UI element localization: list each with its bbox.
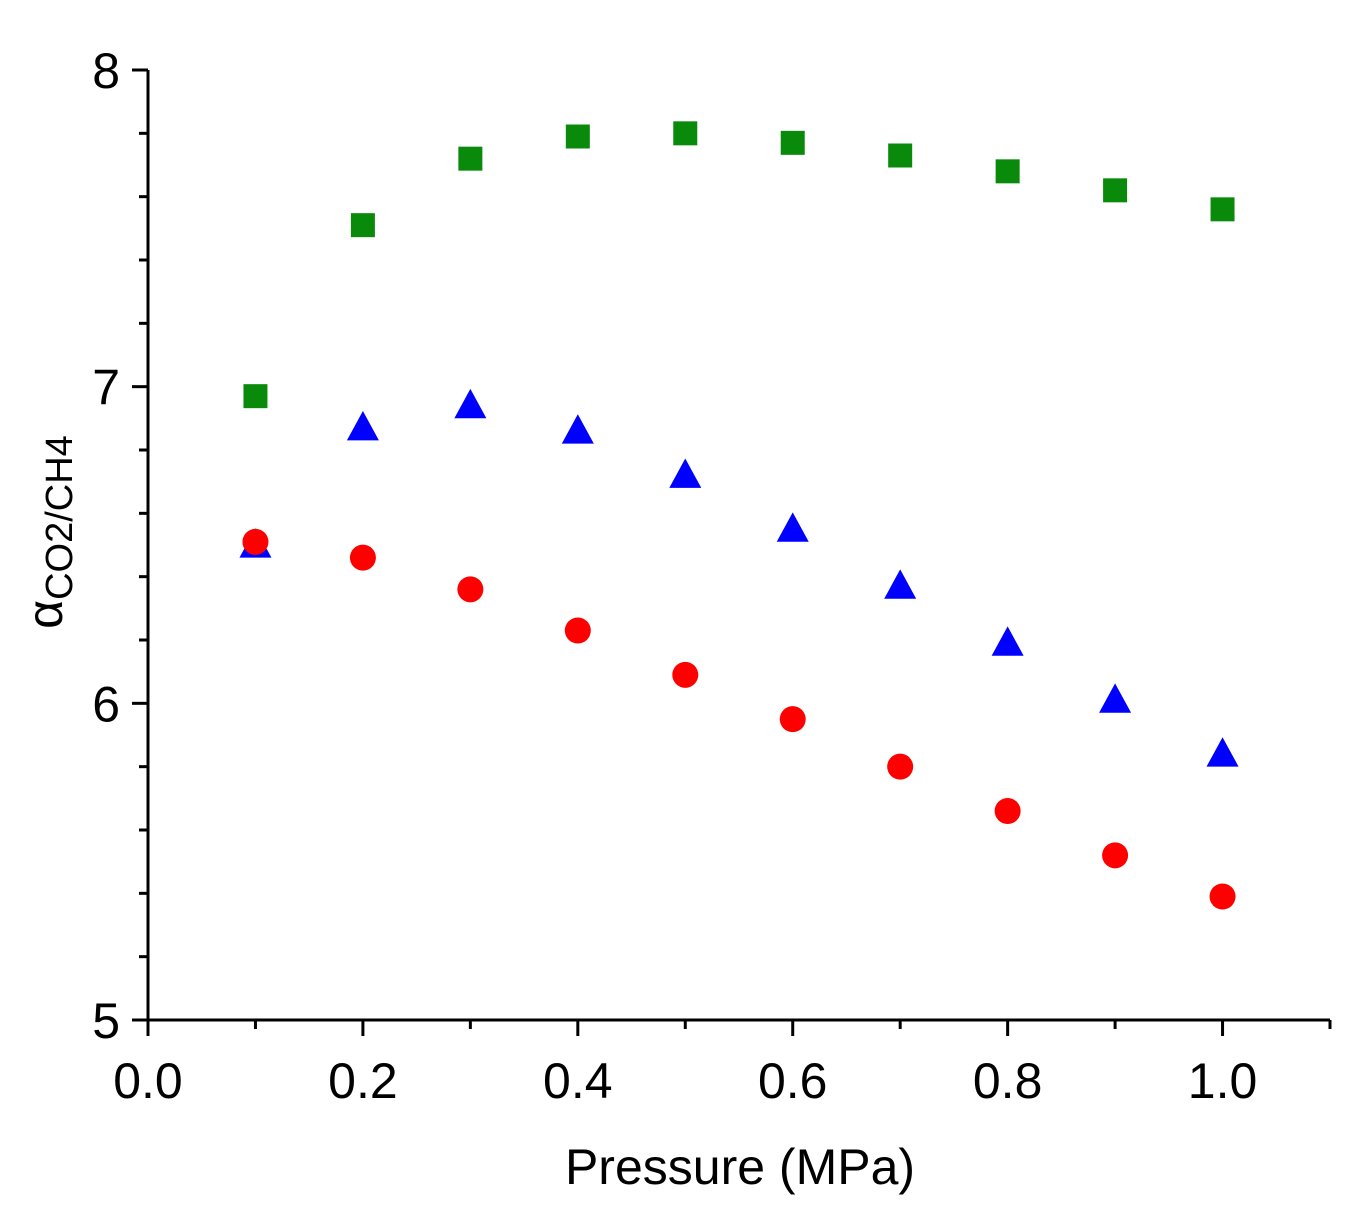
x-tick-label: 0.8 — [973, 1053, 1043, 1109]
data-point-triangle — [454, 389, 486, 418]
y-axis-title: αCO2/CH4 — [17, 435, 81, 629]
data-point-circle — [1210, 884, 1236, 910]
data-point-circle — [242, 529, 268, 555]
x-tick-label: 0.4 — [543, 1053, 613, 1109]
data-point-triangle — [1099, 683, 1131, 712]
ticks — [132, 70, 1330, 1036]
data-point-circle — [1102, 842, 1128, 868]
data-point-circle — [350, 545, 376, 571]
scatter-chart: 0.0 0.2 0.4 0.6 0.8 1.0 5 6 7 8 Pressure (MPa) αC… — [0, 0, 1362, 1222]
data-point-square — [566, 125, 590, 149]
y-axis-title-symbol: α — [17, 600, 73, 629]
data-point-square — [1211, 197, 1235, 221]
data-point-circle — [457, 576, 483, 602]
data-point-triangle — [992, 626, 1024, 655]
data-point-square — [781, 131, 805, 155]
x-axis-title: Pressure (MPa) — [565, 1139, 915, 1195]
data-point-triangle — [347, 411, 379, 440]
data-points — [239, 121, 1238, 909]
data-point-circle — [780, 706, 806, 732]
y-tick-label: 6 — [92, 676, 120, 732]
x-tick-label: 0.2 — [328, 1053, 398, 1109]
y-axis-title-subscript: CO2/CH4 — [39, 435, 81, 600]
data-point-triangle — [1207, 737, 1239, 766]
data-point-circle — [887, 754, 913, 780]
data-point-circle — [672, 662, 698, 688]
data-point-triangle — [669, 459, 701, 488]
data-point-triangle — [562, 414, 594, 443]
y-tick-label: 8 — [92, 43, 120, 99]
y-tick-label: 7 — [92, 360, 120, 416]
data-point-triangle — [777, 512, 809, 541]
data-point-square — [243, 384, 267, 408]
data-point-square — [351, 213, 375, 237]
tick-labels: 0.0 0.2 0.4 0.6 0.8 1.0 5 6 7 8 — [92, 43, 1257, 1109]
x-tick-label: 1.0 — [1188, 1053, 1258, 1109]
data-point-square — [673, 121, 697, 145]
data-point-triangle — [884, 569, 916, 598]
data-point-square — [458, 147, 482, 171]
y-tick-label: 5 — [92, 993, 120, 1049]
data-point-circle — [995, 798, 1021, 824]
data-point-square — [996, 159, 1020, 183]
data-point-square — [888, 144, 912, 168]
x-tick-label: 0.0 — [113, 1053, 183, 1109]
axes — [148, 70, 1330, 1020]
data-point-square — [1103, 178, 1127, 202]
data-point-circle — [565, 618, 591, 644]
x-tick-label: 0.6 — [758, 1053, 828, 1109]
svg-text:αCO2/CH4: αCO2/CH4 — [17, 435, 81, 629]
